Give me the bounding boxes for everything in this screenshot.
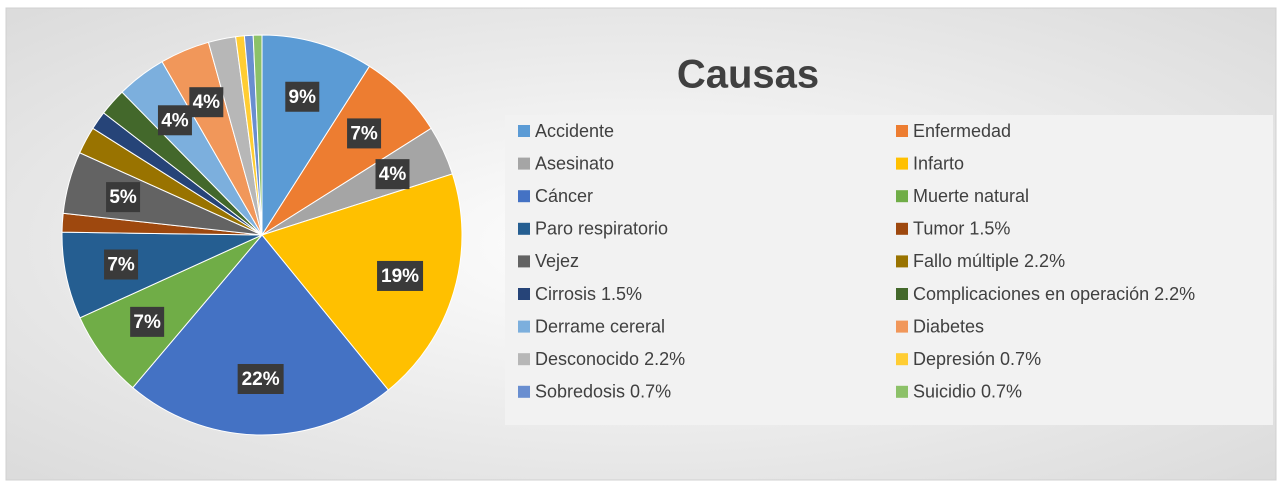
data-label-box	[130, 306, 165, 337]
data-label: 7%	[350, 123, 378, 144]
legend-label: Suicidio 0.7%	[913, 382, 1022, 402]
legend-label: Cirrosis 1.5%	[535, 284, 642, 304]
pie-slice	[132, 234, 390, 436]
data-label-box	[157, 105, 192, 136]
legend-swatch	[896, 288, 908, 300]
data-label-box	[347, 118, 382, 149]
legend-swatch	[518, 157, 530, 170]
data-label-box	[375, 159, 410, 190]
legend-label: Enfermedad	[913, 121, 1011, 141]
legend-label: Derrame cereral	[535, 316, 665, 336]
data-label: 9%	[289, 87, 317, 108]
legend-swatch	[896, 385, 908, 398]
legend-label: Accidente	[535, 121, 614, 141]
legend-swatch	[896, 190, 908, 203]
legend-label: Fallo múltiple 2.2%	[913, 251, 1065, 271]
data-label: 19%	[381, 266, 419, 287]
legend-label: Depresión 0.7%	[913, 349, 1041, 369]
legend-swatch	[518, 222, 530, 235]
legend-label: Complicaciones en operación 2.2%	[913, 284, 1195, 304]
legend-swatch	[518, 125, 530, 137]
legend-swatch	[896, 125, 908, 137]
legend-label: Sobredosis 0.7%	[535, 382, 671, 402]
legend-label: Vejez	[535, 251, 579, 271]
legend-swatch	[518, 353, 530, 366]
data-label: 4%	[379, 164, 407, 185]
legend-label: Asesinato	[535, 153, 614, 173]
chart-title: Causas	[677, 53, 819, 97]
data-label-box	[106, 182, 141, 213]
data-label-box	[189, 87, 224, 118]
legend-label: Cáncer	[535, 186, 593, 206]
data-label: 5%	[109, 187, 137, 208]
legend-swatch	[518, 320, 530, 333]
legend-swatch	[518, 385, 530, 398]
legend-swatch	[518, 288, 530, 300]
legend-label: Muerte natural	[913, 186, 1029, 206]
data-label: 7%	[133, 312, 161, 333]
legend-label: Tumor 1.5%	[913, 219, 1010, 239]
data-label: 22%	[242, 369, 280, 390]
pie-slice	[252, 34, 263, 236]
legend-label: Paro respiratorio	[535, 219, 668, 239]
legend-swatch	[518, 255, 530, 268]
legend-swatch	[896, 320, 908, 333]
legend-swatch	[896, 353, 908, 366]
pie-slice	[261, 173, 463, 391]
data-label: 4%	[161, 110, 189, 131]
data-label-box	[104, 249, 139, 280]
legend-label: Diabetes	[913, 316, 984, 336]
data-label: 7%	[107, 255, 135, 276]
legend-swatch	[896, 157, 908, 170]
data-label-box	[377, 260, 424, 291]
legend-label: Desconocido 2.2%	[535, 349, 685, 369]
data-label: 4%	[193, 92, 221, 113]
legend-swatch	[896, 255, 908, 268]
data-label-box	[285, 81, 320, 112]
legend-swatch	[896, 222, 908, 235]
legend-box	[505, 115, 1273, 425]
data-label-box	[237, 363, 284, 394]
legend-label: Infarto	[913, 153, 964, 173]
legend-swatch	[518, 190, 530, 203]
